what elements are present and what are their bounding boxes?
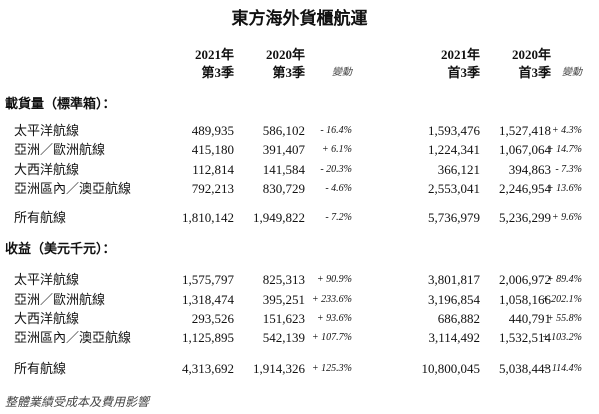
column-header: 2021年	[194, 47, 234, 62]
column-header-change: 變動	[332, 67, 352, 78]
value-cell: 395,251	[262, 292, 305, 307]
value-cell: 112,814	[192, 162, 234, 177]
column-header: 首3季	[518, 65, 551, 80]
value-cell: 391,407	[262, 142, 305, 157]
value-cell: 5,038,443	[499, 361, 551, 376]
value-cell: 1,318,474	[182, 292, 234, 307]
row-label: 大西洋航線	[14, 311, 80, 326]
change-cell: + 202.1%	[541, 294, 582, 305]
row-label: 太平洋航線	[14, 123, 80, 138]
row-label: 大西洋航線	[14, 162, 80, 177]
title: 東方海外貨櫃航運	[231, 9, 368, 28]
change-cell: + 89.4%	[546, 274, 582, 285]
value-cell: 415,180	[191, 142, 234, 157]
value-cell: 1,949,822	[253, 210, 305, 225]
column-header: 2020年	[511, 47, 551, 62]
value-cell: 5,236,299	[499, 210, 551, 225]
change-cell: - 7.3%	[555, 164, 582, 175]
column-header: 2021年	[440, 47, 480, 62]
change-cell: + 6.1%	[321, 144, 352, 155]
value-cell: 1,914,326	[253, 361, 305, 376]
value-cell: 792,213	[191, 181, 234, 196]
value-cell: 1,058,166	[499, 292, 551, 307]
value-cell: 542,139	[262, 330, 305, 345]
change-cell: - 4.6%	[325, 183, 352, 194]
change-cell: - 16.4%	[320, 125, 352, 136]
value-cell: 1,067,064	[499, 142, 551, 157]
value-cell: 3,196,854	[428, 292, 480, 307]
value-cell: 1,575,797	[182, 272, 234, 287]
value-cell: 489,935	[191, 123, 234, 138]
change-cell: + 14.7%	[546, 144, 582, 155]
column-header: 第3季	[272, 65, 305, 80]
value-cell: 1,125,895	[182, 330, 234, 345]
column-header-change: 變動	[562, 67, 582, 78]
value-cell: 3,801,817	[428, 272, 480, 287]
value-cell: 10,800,045	[421, 361, 481, 376]
column-header: 首3季	[447, 65, 480, 80]
value-cell: 5,736,979	[428, 210, 480, 225]
value-cell: 686,882	[437, 311, 480, 326]
row-label: 亞洲／歐洲航線	[14, 292, 106, 307]
value-cell: 3,114,492	[428, 330, 480, 345]
change-cell: + 9.6%	[551, 212, 582, 223]
column-header: 2020年	[265, 47, 305, 62]
row-label: 亞洲／歐洲航線	[14, 142, 106, 157]
change-cell: + 125.3%	[311, 363, 352, 374]
change-cell: - 20.3%	[320, 164, 352, 175]
value-cell: 394,863	[508, 162, 551, 177]
section-heading: 收益（美元千元）：	[5, 241, 116, 256]
change-cell: + 4.3%	[551, 125, 582, 136]
section-heading: 載貨量（標準箱）：	[5, 96, 116, 111]
value-cell: 830,729	[262, 181, 305, 196]
value-cell: 1,532,514	[499, 330, 551, 345]
value-cell: 825,313	[262, 272, 305, 287]
row-label: 亞洲區內／澳亞航線	[14, 330, 132, 345]
change-cell: + 55.8%	[546, 313, 582, 324]
change-cell: + 103.2%	[541, 332, 582, 343]
value-cell: 1,593,476	[428, 123, 480, 138]
change-cell: + 114.4%	[542, 363, 582, 374]
value-cell: 2,553,041	[428, 181, 480, 196]
value-cell: 366,121	[437, 162, 480, 177]
value-cell: 1,810,142	[182, 210, 234, 225]
value-cell: 2,006,972	[499, 272, 551, 287]
column-header: 第3季	[201, 65, 234, 80]
change-cell: + 233.6%	[311, 294, 352, 305]
row-label: 所有航線	[14, 210, 67, 225]
value-cell: 586,102	[262, 123, 305, 138]
change-cell: + 107.7%	[311, 332, 352, 343]
row-label: 太平洋航線	[14, 272, 80, 287]
row-label: 亞洲區內／澳亞航線	[14, 181, 132, 196]
value-cell: 293,526	[191, 311, 234, 326]
change-cell: + 93.6%	[316, 313, 352, 324]
value-cell: 440,791	[508, 311, 551, 326]
value-cell: 1,224,341	[428, 142, 480, 157]
change-cell: - 7.2%	[325, 212, 352, 223]
row-label: 所有航線	[14, 361, 67, 376]
change-cell: + 90.9%	[316, 274, 352, 285]
footnote: 整體業績受成本及費用影響	[5, 395, 150, 409]
value-cell: 141,584	[262, 162, 305, 177]
value-cell: 4,313,692	[182, 361, 234, 376]
value-cell: 1,527,418	[499, 123, 551, 138]
value-cell: 2,246,954	[499, 181, 551, 196]
value-cell: 151,623	[262, 311, 305, 326]
change-cell: + 13.6%	[546, 183, 582, 194]
